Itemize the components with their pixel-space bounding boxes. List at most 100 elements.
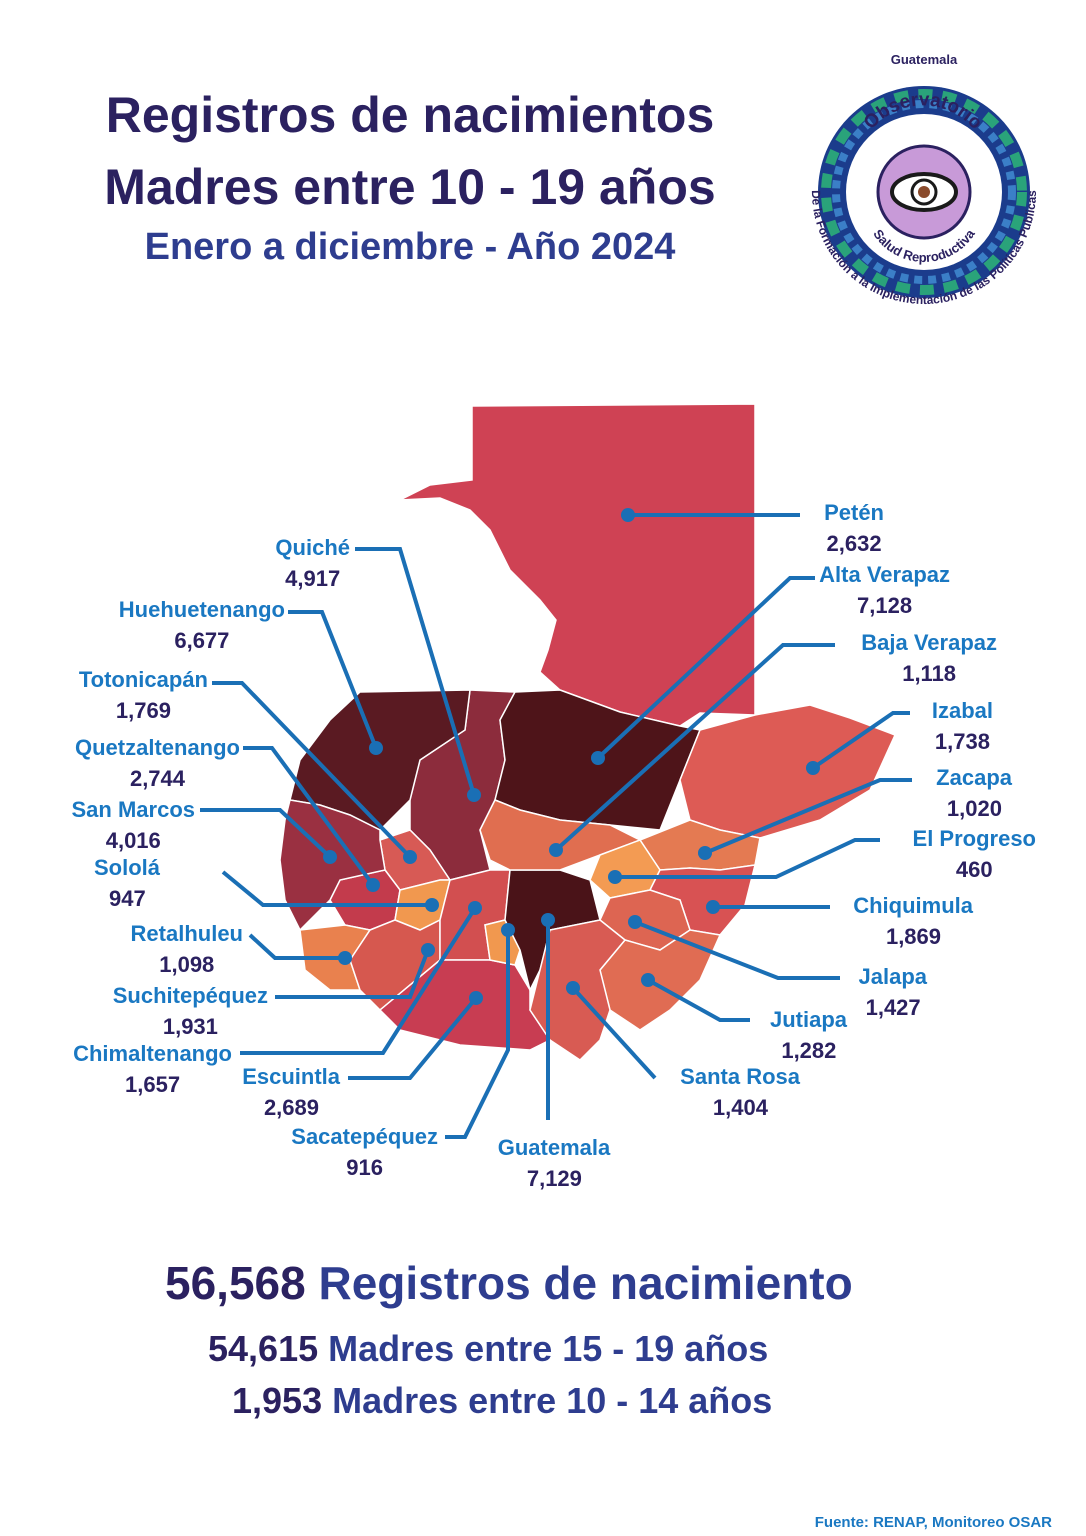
value-huehuetenango: 6,677 <box>174 628 229 653</box>
label-huehuetenango: Huehuetenango <box>119 597 285 622</box>
marker-sacatepequez <box>501 923 515 937</box>
value-jutiapa: 1,282 <box>781 1038 836 1063</box>
marker-alta-verapaz <box>591 751 605 765</box>
mothers-10-14-value: 1,953 <box>232 1380 323 1421</box>
marker-chimaltenango <box>468 901 482 915</box>
period-subtitle: Enero a diciembre - Año 2024 <box>144 226 676 268</box>
label-el-progreso: El Progreso <box>913 826 1036 851</box>
leader-solola <box>221 870 432 907</box>
value-guatemala: 7,129 <box>527 1166 582 1191</box>
mothers-15-19-label: Madres entre 15 - 19 años <box>328 1328 769 1369</box>
leader-san-marcos <box>200 808 332 859</box>
label-peten: Petén <box>824 500 884 525</box>
logo-top-text: Guatemala <box>891 52 958 67</box>
label-izabal: Izabal <box>932 698 993 723</box>
value-totonicapan: 1,769 <box>116 698 171 723</box>
leader-quiche <box>355 547 476 796</box>
mothers-15-19: 54,615 Madres entre 15 - 19 años <box>208 1328 768 1370</box>
leader-izabal <box>811 711 910 770</box>
mothers-10-14-label: Madres entre 10 - 14 años <box>332 1380 773 1421</box>
total-births: 56,568 Registros de nacimiento <box>165 1256 853 1310</box>
marker-san-marcos <box>323 850 337 864</box>
marker-solola <box>425 898 439 912</box>
value-solola: 947 <box>109 886 146 911</box>
label-quiche: Quiché <box>275 535 350 560</box>
marker-totonicapan <box>403 850 417 864</box>
value-san-marcos: 4,016 <box>106 828 161 853</box>
label-guatemala: Guatemala <box>498 1135 611 1160</box>
value-retalhuleu: 1,098 <box>159 952 214 977</box>
label-san-marcos: San Marcos <box>72 797 196 822</box>
source-note: Fuente: RENAP, Monitoreo OSAR <box>814 1514 1052 1531</box>
mothers-10-14: 1,953 Madres entre 10 - 14 años <box>232 1380 772 1422</box>
marker-peten <box>621 508 635 522</box>
total-births-label: Registros de nacimiento <box>318 1257 853 1309</box>
page-subtitle: Madres entre 10 - 19 años <box>104 159 716 215</box>
value-quetzaltenango: 2,744 <box>130 766 186 791</box>
marker-zacapa <box>698 846 712 860</box>
marker-el-progreso <box>608 870 622 884</box>
value-chiquimula: 1,869 <box>886 924 941 949</box>
leader-el-progreso <box>615 838 880 879</box>
label-suchitepequez: Suchitepéquez <box>113 983 268 1008</box>
observatorio-logo: Guatemala Observatorio Salud Reproductiv… <box>806 52 1042 310</box>
value-jalapa: 1,427 <box>866 995 921 1020</box>
marker-jalapa <box>628 915 642 929</box>
value-alta-verapaz: 7,128 <box>857 593 912 618</box>
leader-zacapa <box>704 778 912 855</box>
label-zacapa: Zacapa <box>936 765 1013 790</box>
value-zacapa: 1,020 <box>947 796 1002 821</box>
label-santa-rosa: Santa Rosa <box>680 1064 801 1089</box>
leader-baja-verapaz <box>554 643 835 852</box>
leader-retalhuleu <box>248 933 345 960</box>
map-leaders <box>200 508 912 1139</box>
label-quetzaltenango: Quetzaltenango <box>75 735 240 760</box>
map-regions <box>279 403 897 1061</box>
marker-huehuetenango <box>369 741 383 755</box>
marker-escuintla <box>469 991 483 1005</box>
value-quiche: 4,917 <box>285 566 340 591</box>
value-sacatepequez: 916 <box>346 1155 383 1180</box>
label-totonicapan: Totonicapán <box>79 667 208 692</box>
marker-izabal <box>806 761 820 775</box>
value-escuintla: 2,689 <box>264 1095 319 1120</box>
region-izabal <box>679 704 897 839</box>
value-chimaltenango: 1,657 <box>125 1072 180 1097</box>
value-santa-rosa: 1,404 <box>713 1095 769 1120</box>
label-chimaltenango: Chimaltenango <box>73 1041 232 1066</box>
marker-guatemala <box>541 913 555 927</box>
marker-santa-rosa <box>566 981 580 995</box>
leader-santa-rosa <box>571 986 657 1080</box>
marker-chiquimula <box>706 900 720 914</box>
leader-huehuetenango <box>288 610 378 749</box>
page-title: Registros de nacimientos <box>105 87 715 143</box>
leader-escuintla <box>348 996 478 1080</box>
label-alta-verapaz: Alta Verapaz <box>819 562 950 587</box>
value-baja-verapaz: 1,118 <box>902 661 956 686</box>
marker-baja-verapaz <box>549 843 563 857</box>
value-el-progreso: 460 <box>956 857 993 882</box>
value-izabal: 1,738 <box>935 729 990 754</box>
label-jalapa: Jalapa <box>859 964 928 989</box>
marker-quetzaltenango <box>366 878 380 892</box>
mothers-15-19-value: 54,615 <box>208 1328 319 1369</box>
label-escuintla: Escuintla <box>242 1064 341 1089</box>
total-births-value: 56,568 <box>165 1257 306 1309</box>
region-sacatepequez <box>484 919 521 966</box>
marker-retalhuleu <box>338 951 352 965</box>
region-peten <box>399 403 756 727</box>
marker-quiche <box>467 788 481 802</box>
leader-totonicapan <box>212 681 412 859</box>
leader-suchitepequez <box>275 949 430 999</box>
leader-quetzaltenango <box>243 746 375 887</box>
leader-jutiapa <box>647 978 750 1022</box>
label-chiquimula: Chiquimula <box>853 893 974 918</box>
label-retalhuleu: Retalhuleu <box>131 921 243 946</box>
value-suchitepequez: 1,931 <box>163 1014 218 1039</box>
label-solola: Sololá <box>94 855 161 880</box>
leader-jalapa <box>634 920 840 980</box>
marker-suchitepequez <box>421 943 435 957</box>
label-jutiapa: Jutiapa <box>770 1007 848 1032</box>
